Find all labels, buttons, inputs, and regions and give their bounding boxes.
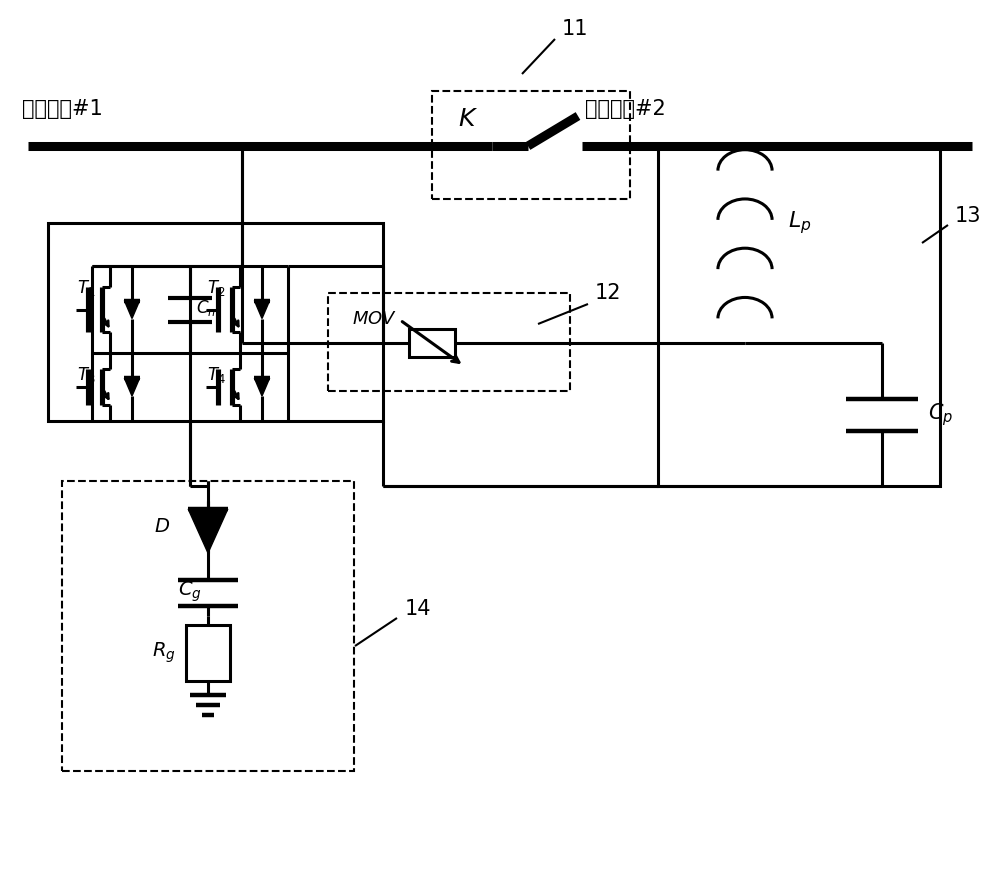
Text: $C_g$: $C_g$ (178, 580, 202, 604)
Bar (186, 625, 230, 681)
Polygon shape (254, 378, 270, 396)
Text: $R_g$: $R_g$ (152, 640, 176, 665)
Polygon shape (124, 300, 140, 319)
Bar (658, 146, 940, 486)
Text: 11: 11 (562, 19, 588, 39)
Text: 电力线路#1: 电力线路#1 (22, 99, 103, 119)
Bar (432, 91, 630, 199)
Bar (48, 223, 383, 421)
Text: $K$: $K$ (458, 107, 478, 131)
Text: $C_p$: $C_p$ (928, 401, 953, 428)
Polygon shape (124, 378, 140, 396)
Text: $L_p$: $L_p$ (788, 210, 812, 236)
Text: $T_3$: $T_3$ (77, 365, 95, 385)
Bar (409, 329, 455, 357)
Text: 电力线路#2: 电力线路#2 (585, 99, 666, 119)
Text: $D$: $D$ (154, 517, 170, 537)
Text: 13: 13 (955, 206, 981, 226)
Text: $MOV$: $MOV$ (352, 310, 397, 328)
Text: $T_4$: $T_4$ (207, 365, 225, 385)
Bar (62, 481, 354, 771)
Text: $C_m$: $C_m$ (196, 299, 220, 319)
Polygon shape (254, 300, 270, 319)
Polygon shape (188, 509, 228, 553)
Text: 14: 14 (405, 599, 431, 619)
Text: $T_2$: $T_2$ (207, 278, 225, 298)
Text: 12: 12 (595, 283, 621, 303)
Text: $T_1$: $T_1$ (77, 278, 95, 298)
Bar (328, 293, 570, 391)
